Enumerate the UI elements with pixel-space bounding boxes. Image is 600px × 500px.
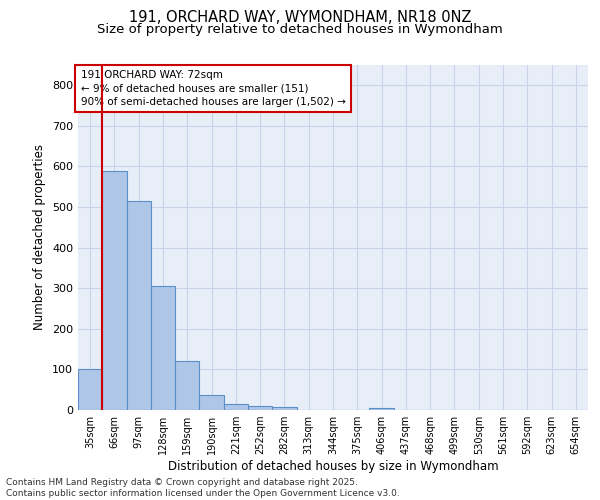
Text: 191 ORCHARD WAY: 72sqm
← 9% of detached houses are smaller (151)
90% of semi-det: 191 ORCHARD WAY: 72sqm ← 9% of detached … bbox=[80, 70, 346, 106]
Bar bbox=[102, 170, 127, 410]
Bar bbox=[175, 362, 199, 410]
Bar bbox=[370, 408, 394, 410]
Text: 191, ORCHARD WAY, WYMONDHAM, NR18 0NZ: 191, ORCHARD WAY, WYMONDHAM, NR18 0NZ bbox=[129, 10, 471, 25]
Bar bbox=[127, 201, 151, 410]
Bar bbox=[199, 394, 224, 410]
Bar bbox=[248, 406, 272, 410]
Text: Contains HM Land Registry data © Crown copyright and database right 2025.
Contai: Contains HM Land Registry data © Crown c… bbox=[6, 478, 400, 498]
Text: Size of property relative to detached houses in Wymondham: Size of property relative to detached ho… bbox=[97, 22, 503, 36]
Y-axis label: Number of detached properties: Number of detached properties bbox=[34, 144, 46, 330]
Bar bbox=[224, 404, 248, 410]
X-axis label: Distribution of detached houses by size in Wymondham: Distribution of detached houses by size … bbox=[167, 460, 499, 473]
Bar bbox=[78, 368, 102, 410]
Bar bbox=[151, 286, 175, 410]
Bar bbox=[272, 407, 296, 410]
